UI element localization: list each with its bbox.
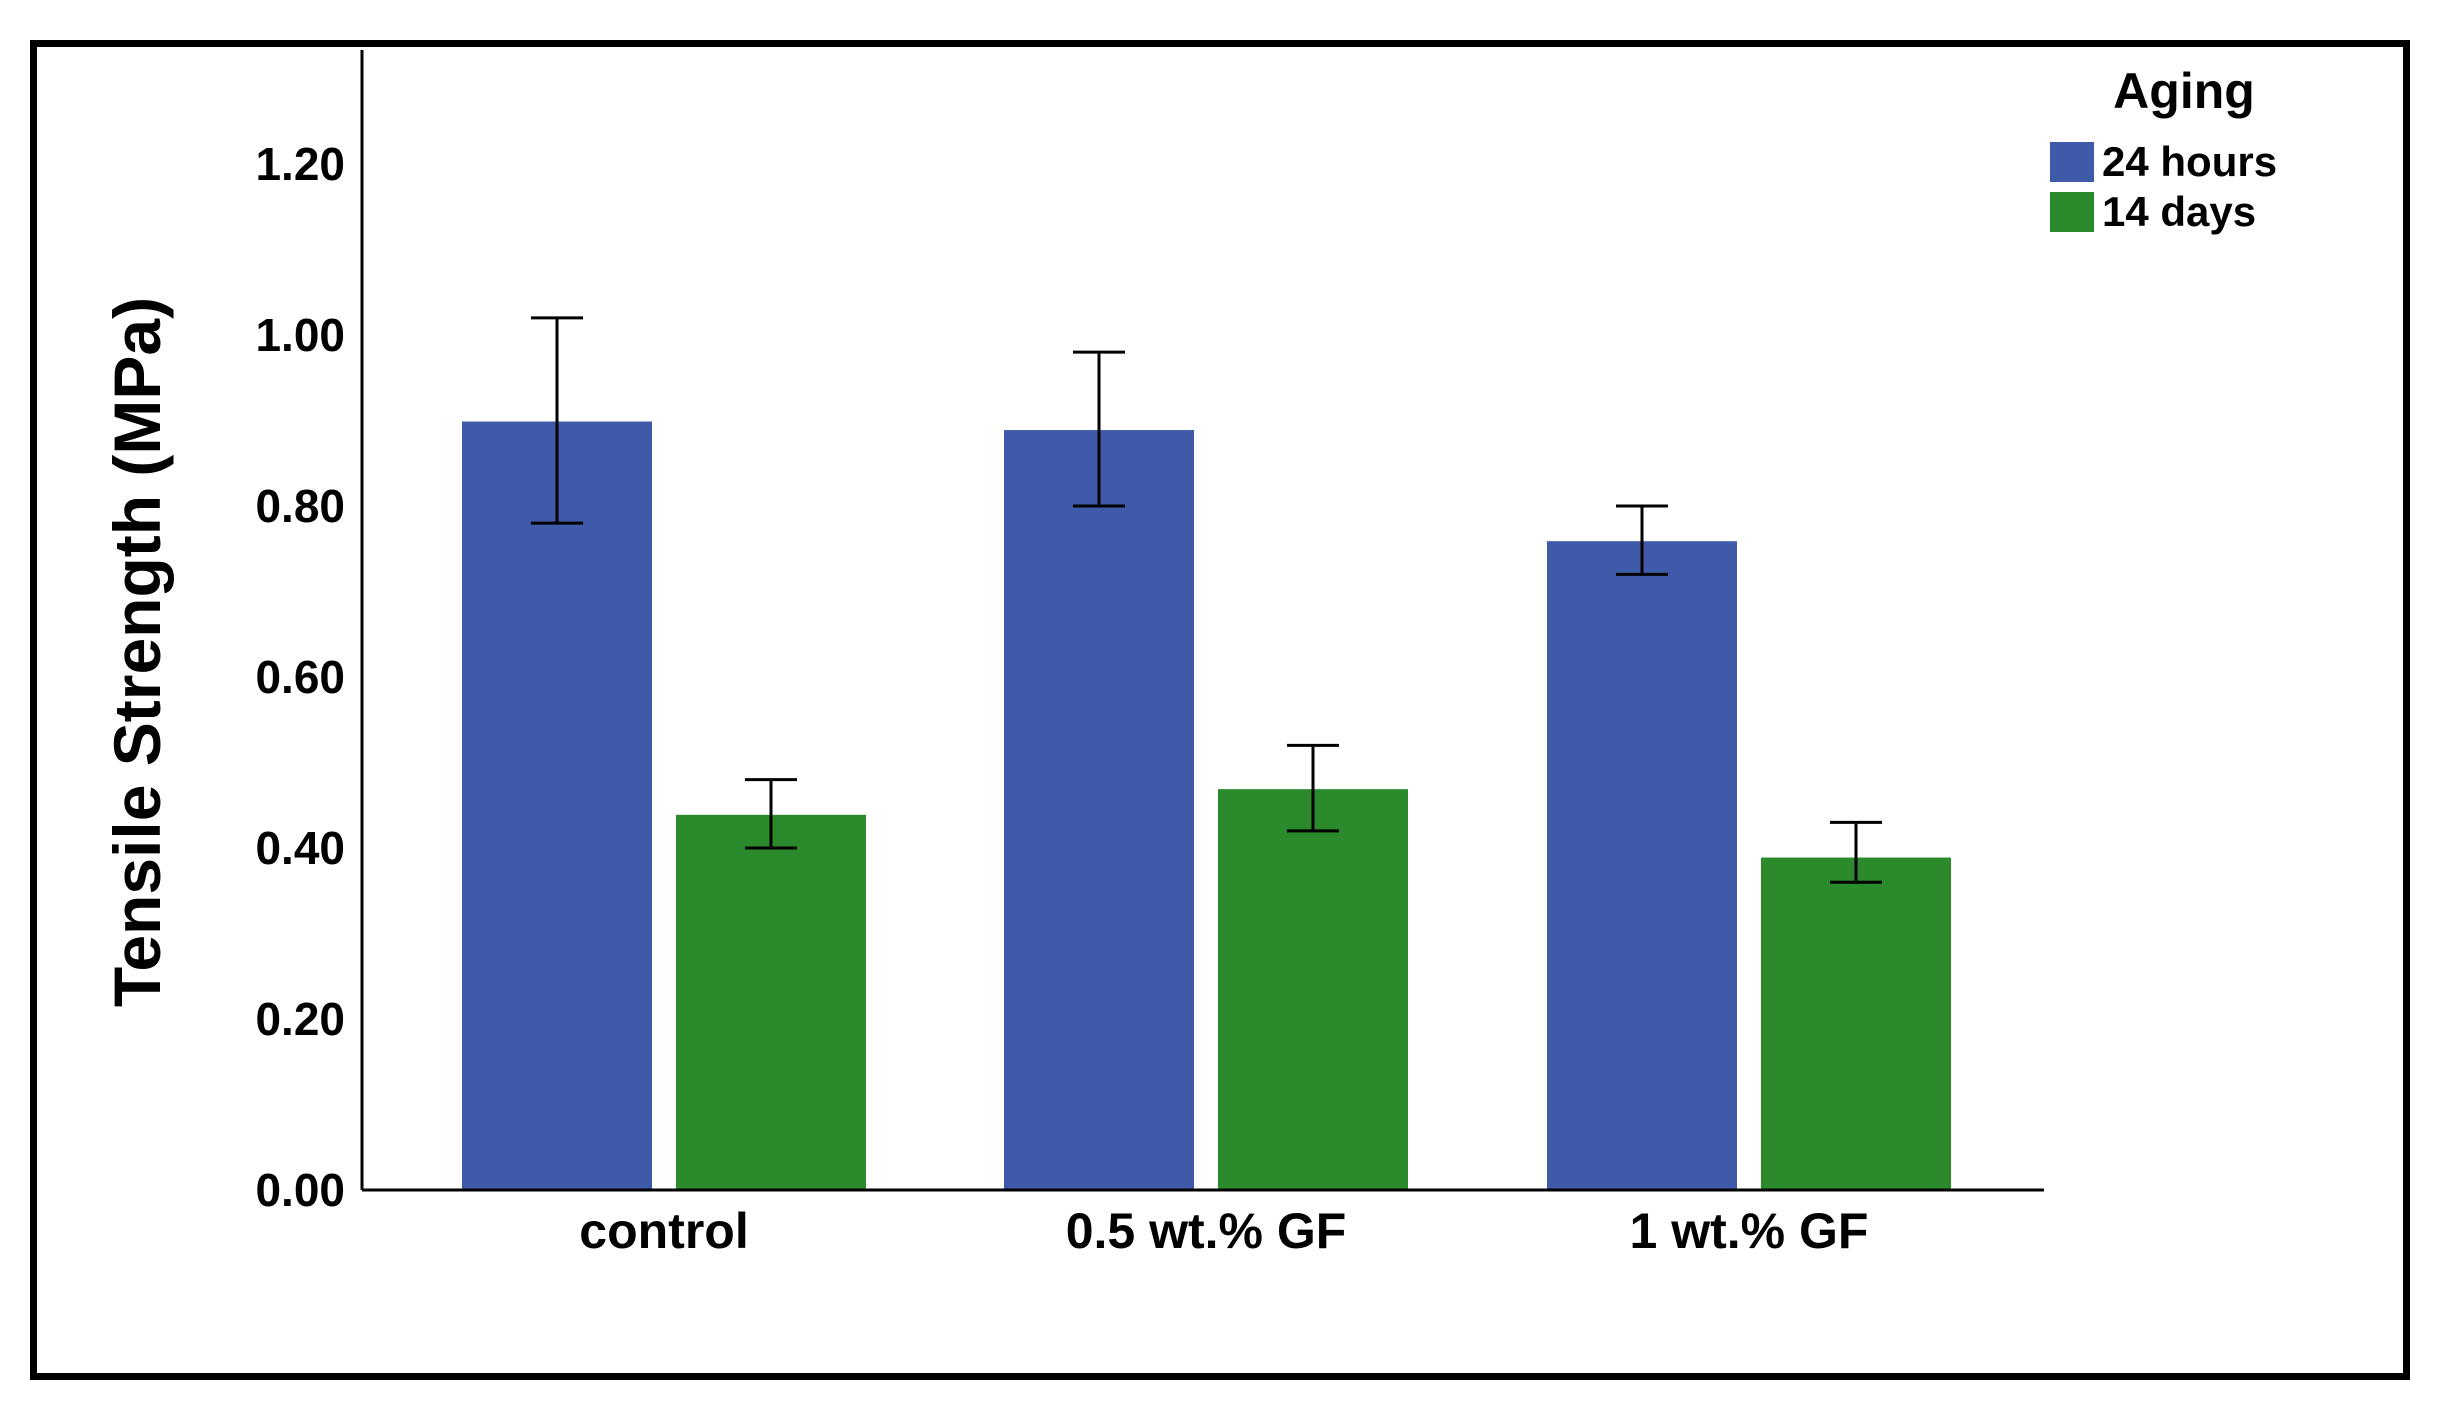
x-axis-labels: control 0.5 wt.% GF 1 wt.% GF <box>579 1203 1868 1259</box>
y-tick-label: 1.00 <box>255 309 345 361</box>
y-tick-label: 0.80 <box>255 480 345 532</box>
y-tick-label: 1.20 <box>255 138 345 190</box>
legend-swatch-14-days <box>2050 192 2094 232</box>
bar-24-hours-1 <box>1002 428 1196 1191</box>
bar-14-days-1 <box>1216 787 1410 1192</box>
y-axis-ticks: 0.00 0.20 0.40 0.60 0.80 1.00 1.20 <box>255 138 345 1216</box>
legend-label-14-days: 14 days <box>2102 188 2256 235</box>
y-tick-label: 0.00 <box>255 1164 345 1216</box>
error-bar <box>531 316 583 525</box>
bar-14-days-0 <box>674 812 868 1191</box>
error-bar <box>1830 820 1882 884</box>
error-bars <box>531 316 1882 884</box>
y-tick-label: 0.20 <box>255 993 345 1045</box>
legend-swatch-24-hours <box>2050 142 2094 182</box>
x-category-label: control <box>579 1203 748 1259</box>
y-tick-label: 0.40 <box>255 822 345 874</box>
bars <box>460 419 1953 1192</box>
x-category-label: 1 wt.% GF <box>1630 1203 1869 1259</box>
error-bar <box>1287 743 1339 833</box>
bar-24-hours-0 <box>460 419 654 1191</box>
bar-14-days-2 <box>1759 855 1953 1191</box>
error-bar <box>1616 504 1668 576</box>
x-category-label: 0.5 wt.% GF <box>1066 1203 1347 1259</box>
y-axis-title: Tensile Strength (MPa) <box>100 297 174 1007</box>
legend: Aging 24 hours 14 days <box>2050 63 2277 235</box>
legend-label-24-hours: 24 hours <box>2102 138 2277 185</box>
y-tick-label: 0.60 <box>255 651 345 703</box>
error-bar <box>1073 350 1125 508</box>
bar-24-hours-2 <box>1545 539 1739 1191</box>
legend-title: Aging <box>2113 63 2255 119</box>
error-bar <box>745 778 797 850</box>
